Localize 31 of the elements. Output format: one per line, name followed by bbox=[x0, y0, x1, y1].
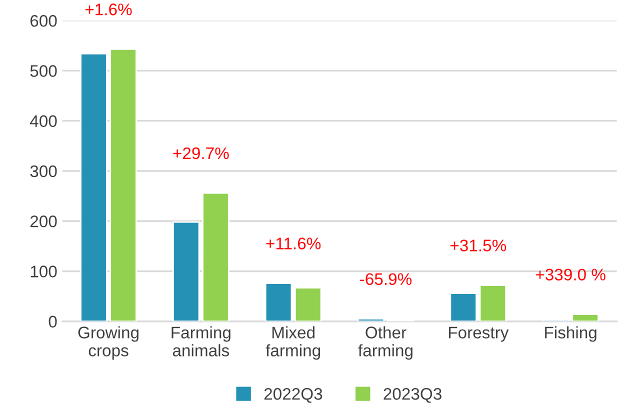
bar bbox=[450, 292, 477, 322]
y-tick-label: 200 bbox=[30, 216, 57, 228]
y-tick-label: 600 bbox=[30, 15, 57, 27]
annotation: +11.6% bbox=[266, 238, 321, 250]
bar bbox=[110, 48, 137, 322]
y-tick-label: 500 bbox=[30, 65, 57, 77]
bar bbox=[357, 318, 385, 322]
text: +1.6% bbox=[85, 4, 132, 16]
annotation: +31.5% bbox=[450, 240, 506, 252]
bar bbox=[80, 52, 108, 322]
y-tick-label: 0 bbox=[48, 316, 57, 328]
y-tick-label: 100 bbox=[30, 266, 57, 278]
bar bbox=[172, 221, 200, 322]
bar bbox=[202, 192, 230, 322]
annotation: +29.7% bbox=[173, 147, 229, 160]
x-tick-label: Mixed farming bbox=[266, 326, 320, 360]
bar bbox=[479, 284, 507, 322]
x-tick-label: Forestry bbox=[448, 326, 509, 342]
y-tick-label: 300 bbox=[30, 165, 57, 178]
annotation: -65.9% bbox=[360, 273, 412, 286]
bar bbox=[572, 314, 599, 322]
annotation: +339.0 % bbox=[536, 268, 606, 280]
y-tick-label: 400 bbox=[30, 115, 57, 128]
x-tick-label: Growing crops bbox=[78, 326, 138, 360]
x-tick-label: Fishing bbox=[545, 326, 596, 342]
x-tick-label: Farming animals bbox=[172, 326, 230, 356]
x-tick-label: Other farming bbox=[358, 326, 412, 360]
legend-label: 2023Q3 bbox=[384, 388, 442, 403]
bar bbox=[264, 282, 292, 322]
legend-label: 2022Q3 bbox=[264, 388, 322, 403]
bar bbox=[294, 287, 322, 322]
